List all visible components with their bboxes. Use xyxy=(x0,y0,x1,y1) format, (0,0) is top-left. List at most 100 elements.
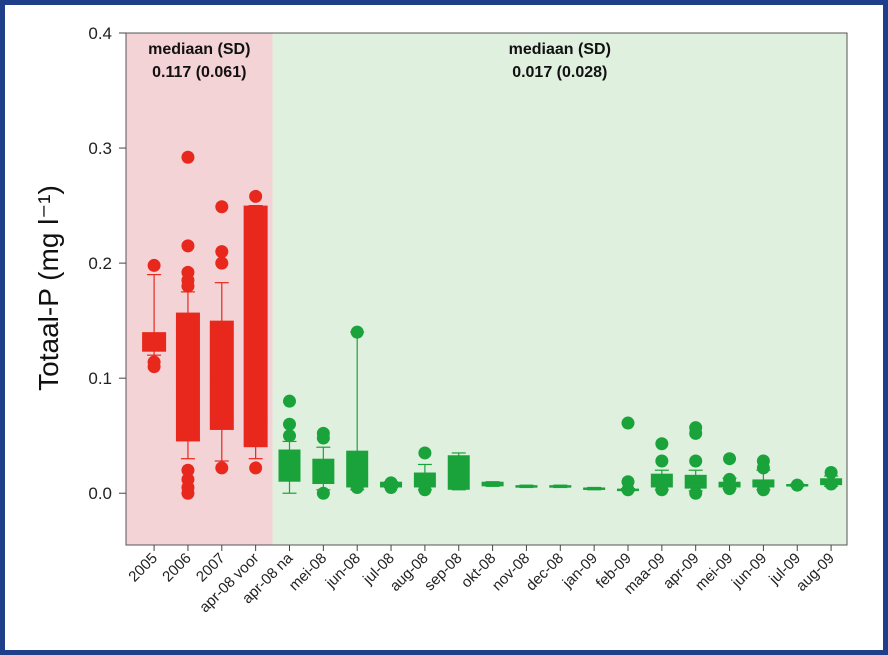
box-jul-09 xyxy=(786,478,809,492)
outlier-point xyxy=(282,394,296,408)
annotation-value: 0.017 (0.028) xyxy=(512,64,607,81)
box-jul-08 xyxy=(380,476,403,494)
x-tick-label: mei-08 xyxy=(286,550,330,594)
x-tick-label: jun-09 xyxy=(728,550,770,592)
outlier-point xyxy=(655,437,669,451)
box-2007 xyxy=(209,200,234,475)
box-jan-09 xyxy=(583,486,606,491)
y-tick-label: 0.1 xyxy=(88,369,112,388)
box-body xyxy=(447,455,470,490)
y-tick-label: 0.0 xyxy=(88,484,112,503)
box-jun-08 xyxy=(346,325,369,494)
box-body xyxy=(175,312,200,442)
plot-frame xyxy=(125,32,848,546)
box-body xyxy=(278,449,301,482)
outlier-point xyxy=(181,486,195,500)
outlier-point xyxy=(282,417,296,431)
box-apr-08-na xyxy=(278,394,301,494)
box-aug-09 xyxy=(820,466,843,491)
outlier-point xyxy=(350,325,364,339)
x-tick-label: aug-08 xyxy=(387,550,432,595)
outlier-point xyxy=(418,483,432,497)
outlier-point xyxy=(723,472,737,486)
box-sep-08 xyxy=(447,452,470,491)
outlier-point xyxy=(824,466,838,480)
region-na xyxy=(272,33,848,545)
outlier-point xyxy=(723,482,737,496)
outlier-point xyxy=(350,480,364,494)
box-aug-08 xyxy=(413,446,436,497)
period-regions xyxy=(125,32,848,546)
box-body xyxy=(209,320,234,430)
box-2006 xyxy=(175,150,200,500)
box-jun-09 xyxy=(752,454,775,497)
outlier-point xyxy=(621,416,635,430)
outlier-point xyxy=(689,426,703,440)
outlier-point xyxy=(384,476,398,490)
outlier-point xyxy=(215,245,229,259)
annotation-value: 0.117 (0.061) xyxy=(152,64,246,81)
outlier-point xyxy=(756,483,770,497)
y-tick-label: 0.2 xyxy=(88,254,112,273)
x-tick-label: jan-09 xyxy=(559,550,601,592)
outlier-point xyxy=(621,483,635,497)
outlier-point xyxy=(215,256,229,270)
outlier-point xyxy=(215,200,229,214)
box-body xyxy=(243,205,268,448)
outlier-point xyxy=(689,486,703,500)
x-tick-label: mei-09 xyxy=(692,550,736,594)
x-tick-label: jun-08 xyxy=(322,550,364,592)
box-dec-08 xyxy=(549,484,572,489)
box-body xyxy=(142,332,167,352)
box-2005 xyxy=(142,258,167,374)
outlier-point xyxy=(181,279,195,293)
x-tick-label: 2006 xyxy=(159,550,195,586)
annotations: mediaan (SD) 0.117 (0.061) mediaan (SD) 0.0… xyxy=(148,41,611,81)
box-series xyxy=(142,150,843,500)
box-maa-09 xyxy=(650,437,673,497)
outlier-point xyxy=(655,483,669,497)
outlier-point xyxy=(418,446,432,460)
outlier-point xyxy=(316,486,330,500)
outlier-point xyxy=(824,477,838,491)
box-body xyxy=(312,458,335,485)
box-nov-08 xyxy=(515,484,538,489)
box-body xyxy=(684,474,707,489)
outlier-point xyxy=(181,239,195,253)
box-apr-08-voor xyxy=(243,189,268,475)
y-axis-label: Totaal-P (mg l⁻¹) xyxy=(33,185,64,391)
box-okt-08 xyxy=(481,481,504,487)
outlier-point xyxy=(655,454,669,468)
box-mei-08 xyxy=(312,426,335,500)
outlier-point xyxy=(790,478,804,492)
box-mei-09 xyxy=(718,452,741,496)
x-tick-label: sep-08 xyxy=(421,550,465,594)
annotation-title: mediaan (SD) xyxy=(509,41,611,58)
outlier-point xyxy=(316,431,330,445)
outlier-point xyxy=(215,461,229,475)
outlier-point xyxy=(181,463,195,477)
outlier-point xyxy=(181,150,195,164)
annotation-title: mediaan (SD) xyxy=(148,41,250,58)
box-body xyxy=(650,473,673,488)
x-tick-label: aug-09 xyxy=(793,550,838,595)
outlier-point xyxy=(147,258,161,272)
outlier-point xyxy=(756,461,770,475)
y-tick-label: 0.3 xyxy=(88,139,112,158)
outlier-point xyxy=(147,355,161,369)
y-axis: 0.0 0.1 0.2 0.3 0.4 xyxy=(88,24,126,503)
box-body xyxy=(413,472,436,488)
box-feb-09 xyxy=(616,416,639,497)
outlier-point xyxy=(723,452,737,466)
outlier-point xyxy=(249,189,263,203)
outlier-point xyxy=(282,429,296,443)
y-tick-label: 0.4 xyxy=(88,24,112,43)
box-apr-09 xyxy=(684,421,707,500)
box-body xyxy=(346,450,369,488)
outlier-point xyxy=(249,461,263,475)
outlier-point xyxy=(689,454,703,468)
x-tick-label: 2005 xyxy=(125,550,161,586)
x-tick-label: nov-08 xyxy=(489,550,533,594)
